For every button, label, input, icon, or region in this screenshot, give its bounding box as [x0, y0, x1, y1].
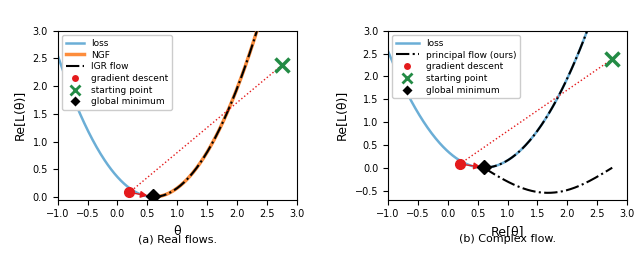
Legend: loss, principal flow (ours), gradient descent, starting point, global minimum: loss, principal flow (ours), gradient de…: [392, 35, 520, 98]
Title: (b) Complex flow.: (b) Complex flow.: [459, 234, 556, 244]
X-axis label: Re[θ]: Re[θ]: [491, 225, 524, 238]
Y-axis label: Re[L(θ)]: Re[L(θ)]: [14, 90, 27, 140]
X-axis label: θ: θ: [173, 225, 181, 238]
Legend: loss, NGF, IGR flow, gradient descent, starting point, global minimum: loss, NGF, IGR flow, gradient descent, s…: [62, 35, 172, 110]
Title: (a) Real flows.: (a) Real flows.: [138, 234, 217, 244]
Y-axis label: Re[L(θ)]: Re[L(θ)]: [336, 90, 349, 140]
